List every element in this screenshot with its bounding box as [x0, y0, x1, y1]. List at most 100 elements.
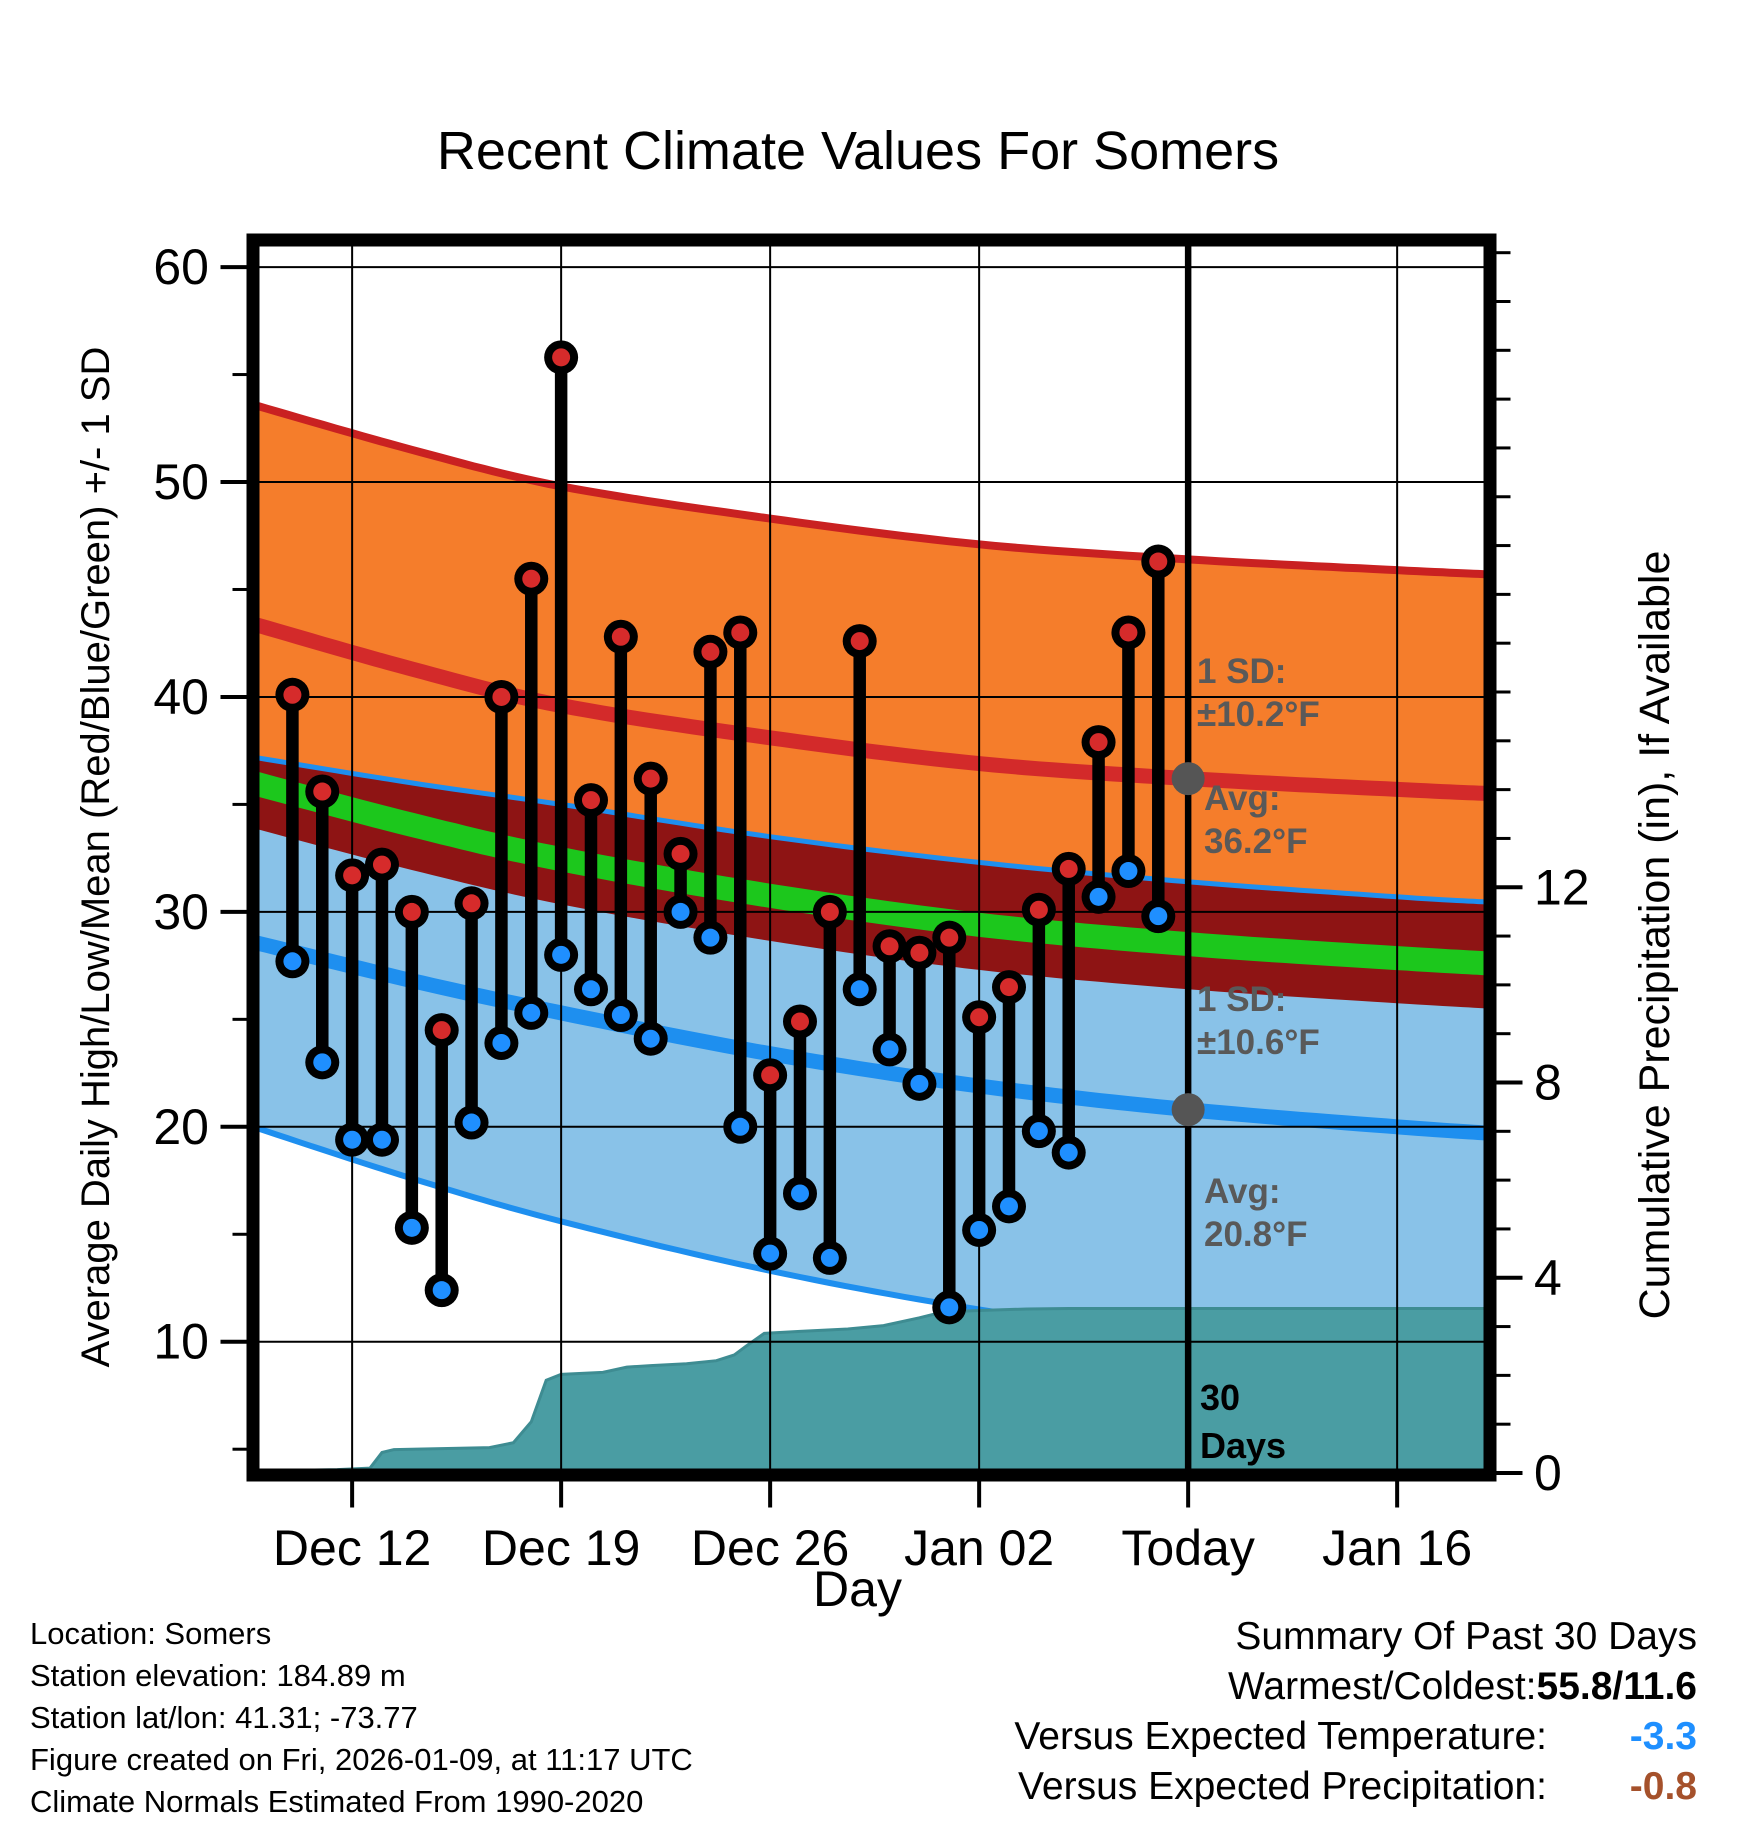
plot-frame	[246, 233, 1497, 1482]
annotation-avg-high-line2: 36.2°F	[1204, 822, 1308, 861]
right-tick-label: 12	[1534, 859, 1590, 915]
high-dot	[432, 1021, 451, 1040]
high-dot	[581, 791, 600, 810]
avg-low-line	[251, 934, 1491, 1141]
low-band-top-edge	[252, 754, 1491, 905]
low-dot	[641, 1029, 660, 1048]
vs-temperature-value: -3.3	[1629, 1715, 1697, 1758]
annotation-sd-high-line2: ±10.2°F	[1197, 695, 1320, 734]
climate-normals: Climate Normals Estimated From 1990-2020	[30, 1784, 644, 1819]
high-dot	[970, 1008, 989, 1027]
high-dot	[910, 943, 929, 962]
high-dot	[999, 978, 1018, 997]
bottom-tick-label: Jan 16	[1322, 1520, 1472, 1576]
low-dot	[940, 1298, 959, 1317]
low-dot	[1029, 1122, 1048, 1141]
low-dot	[402, 1218, 421, 1237]
left-tick-label: 30	[153, 884, 209, 940]
low-dot	[343, 1130, 362, 1149]
low-dot	[970, 1220, 989, 1239]
vs-temperature-label: Versus Expected Temperature:	[1014, 1715, 1547, 1758]
low-dot	[790, 1184, 809, 1203]
right-tick-label: 0	[1534, 1445, 1562, 1501]
high-dot	[372, 855, 391, 874]
left-tick-label: 10	[153, 1314, 209, 1370]
low-dot	[910, 1074, 929, 1093]
left-tick-label: 40	[153, 669, 209, 725]
high-dot	[671, 844, 690, 863]
low-dot	[581, 980, 600, 999]
low-dot	[1089, 887, 1108, 906]
low-dot	[761, 1244, 780, 1263]
warmest-coldest-label: Warmest/Coldest:	[1228, 1665, 1537, 1708]
summary-title: Summary Of Past 30 Days	[1235, 1615, 1697, 1658]
avg-high-line	[250, 616, 1491, 802]
today-avg-low-marker	[1171, 1093, 1205, 1127]
low-dot	[1119, 862, 1138, 881]
low-dot	[552, 945, 571, 964]
low-dot	[850, 980, 869, 999]
high-dot	[1059, 859, 1078, 878]
high-dot	[701, 642, 720, 661]
annotation-30-days-line1: 30	[1200, 1377, 1241, 1418]
low-dot	[283, 952, 302, 971]
today-avg-high-marker	[1171, 762, 1205, 796]
high-dot	[731, 623, 750, 642]
high-dot	[940, 928, 959, 947]
low-dot	[701, 928, 720, 947]
high-dot	[492, 687, 511, 706]
station-location: Location: Somers	[30, 1616, 272, 1651]
warmest-coldest-value: 55.8/11.6	[1536, 1665, 1698, 1708]
high-dot	[850, 632, 869, 651]
high-dot	[552, 348, 571, 367]
station-info: Location: Somers Station elevation: 184.…	[30, 1613, 693, 1823]
bottom-tick-label: Dec 26	[691, 1520, 849, 1576]
low-dot	[820, 1248, 839, 1267]
annotation-sd-high: 1 SD: ±10.2°F	[1197, 650, 1320, 736]
annotation-avg-low: Avg: 20.8°F	[1204, 1170, 1308, 1256]
bottom-tick-label: Dec 12	[273, 1520, 431, 1576]
station-latlon: Station lat/lon: 41.31; -73.77	[30, 1700, 418, 1735]
summary-row-warmest-coldest: Warmest/Coldest: 55.8/11.6	[1014, 1662, 1697, 1712]
annotation-sd-low: 1 SD: ±10.6°F	[1197, 978, 1320, 1064]
annotation-avg-high-line1: Avg:	[1204, 779, 1281, 818]
low-dot	[999, 1197, 1018, 1216]
high-dot	[343, 866, 362, 885]
summary-panel: Summary Of Past 30 Days Warmest/Coldest:…	[1014, 1612, 1697, 1812]
vs-precipitation-value: -0.8	[1629, 1765, 1697, 1808]
low-dot	[611, 1006, 630, 1025]
annotation-30-days-line2: Days	[1200, 1425, 1287, 1466]
low-dot	[432, 1281, 451, 1300]
annotation-avg-high: Avg: 36.2°F	[1204, 777, 1308, 863]
high-dot	[522, 569, 541, 588]
high-dot	[1089, 733, 1108, 752]
annotation-sd-low-line1: 1 SD:	[1197, 980, 1287, 1019]
page-title: Recent Climate Values For Somers	[436, 121, 1280, 181]
low-dot	[462, 1113, 481, 1132]
low-dot	[880, 1040, 899, 1059]
high-band-top-edge	[251, 400, 1491, 579]
summary-row-vs-precipitation: Versus Expected Precipitation: -0.8	[1014, 1762, 1697, 1812]
annotation-30-days: 30 Days	[1200, 1374, 1286, 1470]
left-tick-label: 20	[153, 1099, 209, 1155]
high-dot	[1149, 552, 1168, 571]
annotation-sd-high-line1: 1 SD:	[1197, 652, 1287, 691]
high-dot	[462, 894, 481, 913]
station-elevation: Station elevation: 184.89 m	[30, 1658, 406, 1693]
x-axis-label: Day	[813, 1561, 902, 1617]
low-dot	[492, 1033, 511, 1052]
low-dot	[313, 1053, 332, 1072]
low-dot	[731, 1117, 750, 1136]
high-dot	[820, 902, 839, 921]
low-dot	[1059, 1143, 1078, 1162]
bottom-tick-label: Today	[1121, 1520, 1254, 1576]
precipitation-area	[253, 1308, 1490, 1475]
figure-created: Figure created on Fri, 2026-01-09, at 11…	[30, 1742, 693, 1777]
low-dot	[372, 1130, 391, 1149]
high-dot	[283, 685, 302, 704]
low-dot	[671, 902, 690, 921]
left-tick-label: 60	[153, 239, 209, 295]
bottom-tick-label: Jan 02	[904, 1520, 1054, 1576]
high-dot	[761, 1066, 780, 1085]
